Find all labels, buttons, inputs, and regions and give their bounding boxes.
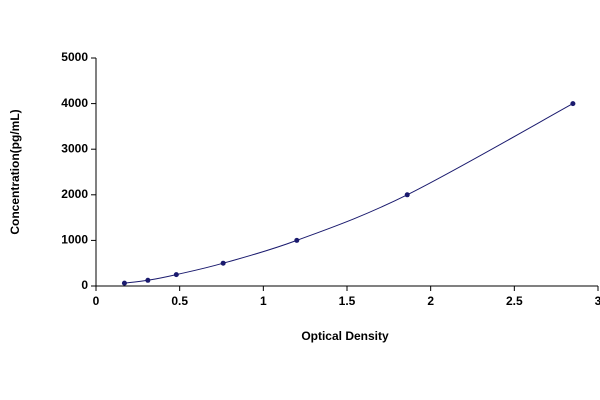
y-tick-label: 5000 bbox=[61, 50, 88, 64]
y-tick-label: 2000 bbox=[61, 187, 88, 201]
data-point bbox=[570, 101, 576, 107]
x-axis-label: Optical Density bbox=[301, 329, 389, 343]
y-tick-label: 0 bbox=[81, 278, 88, 292]
data-point bbox=[404, 192, 410, 198]
y-tick-label: 1000 bbox=[61, 233, 88, 247]
data-point bbox=[121, 280, 127, 286]
x-tick-label: 2 bbox=[427, 294, 434, 308]
y-tick-label: 3000 bbox=[61, 141, 88, 155]
data-point bbox=[173, 272, 179, 278]
y-tick-label: 4000 bbox=[61, 96, 88, 110]
x-tick-label: 0.5 bbox=[171, 294, 188, 308]
x-tick-label: 2.5 bbox=[506, 294, 523, 308]
data-point bbox=[294, 237, 300, 243]
x-tick-label: 3 bbox=[595, 294, 600, 308]
data-point bbox=[220, 260, 226, 266]
y-axis-label: Concentration(pg/mL) bbox=[8, 109, 22, 234]
x-tick-label: 1.5 bbox=[339, 294, 356, 308]
x-tick-label: 1 bbox=[260, 294, 267, 308]
fit-curve bbox=[124, 103, 574, 284]
data-point bbox=[145, 277, 151, 283]
x-tick-label: 0 bbox=[93, 294, 100, 308]
